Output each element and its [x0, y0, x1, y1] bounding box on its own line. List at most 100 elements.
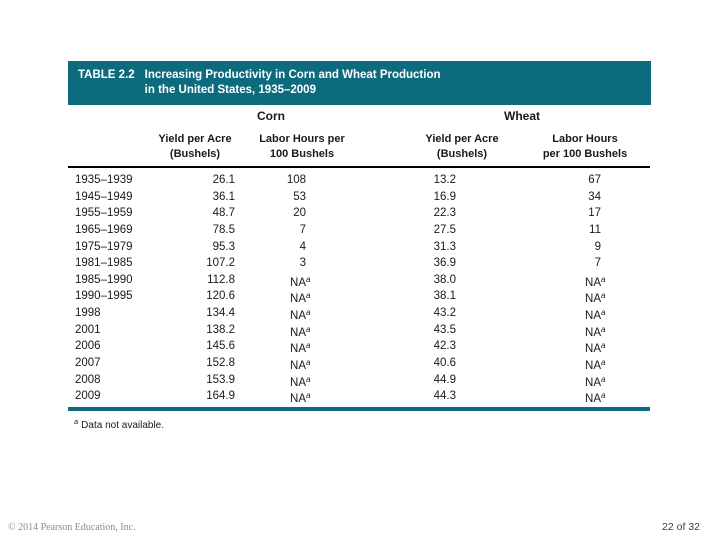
group-header-wheat: Wheat: [504, 109, 540, 123]
row-period: 1935–1939: [75, 174, 133, 186]
column-header-corn-yield: Yield per Acre (Bushels): [158, 132, 231, 162]
row-corn-yield: 145.6: [206, 340, 235, 353]
table-row: 1981–1985 107.2 3 36.9 7: [68, 255, 650, 272]
footnote-marker: a: [74, 417, 79, 426]
table-bottom-rule: [68, 407, 650, 411]
column-header-line: Labor Hours: [552, 133, 618, 145]
row-period: 2008: [75, 373, 101, 386]
row-corn-labor: 53: [293, 190, 306, 203]
column-header-wheat-labor: Labor Hours per 100 Bushels: [543, 132, 627, 162]
row-corn-labor: 20: [293, 207, 306, 220]
row-wheat-labor: 17: [588, 207, 601, 220]
row-wheat-yield: 31.3: [433, 240, 456, 253]
table-row: 2008 153.9 NAa 44.9 NAa: [68, 372, 650, 389]
row-period: 1975–1979: [75, 240, 133, 253]
row-wheat-yield: 42.3: [433, 340, 456, 353]
column-header-line: (Bushels): [169, 148, 221, 160]
table-row: 1935–1939 26.1 108 13.2 67: [68, 172, 650, 189]
row-corn-yield: 134.4: [206, 307, 235, 320]
row-period: 1965–1969: [75, 223, 133, 236]
row-wheat-yield: 36.9: [433, 257, 456, 270]
row-wheat-yield: 27.5: [433, 223, 456, 236]
row-wheat-labor: NAa: [585, 308, 606, 323]
table-row: 1945–1949 36.1 53 16.9 34: [68, 189, 650, 206]
row-period: 2006: [75, 340, 101, 353]
row-corn-labor: 108: [286, 174, 306, 186]
column-header-line: (Bushels): [436, 148, 488, 160]
row-period: 2001: [75, 323, 101, 336]
row-corn-yield: 48.7: [212, 207, 235, 220]
table-row: 1990–1995 120.6 NAa 38.1 NAa: [68, 288, 650, 305]
row-wheat-yield: 38.1: [433, 290, 456, 303]
row-corn-yield: 26.1: [212, 174, 235, 186]
row-wheat-yield: 44.9: [433, 373, 456, 386]
table-title-line1: Increasing Productivity in Corn and Whea…: [144, 69, 441, 81]
row-period: 1945–1949: [75, 190, 133, 203]
row-wheat-labor: NAa: [585, 391, 606, 406]
table-title-text: Increasing Productivity in Corn and Whea…: [145, 68, 441, 105]
row-wheat-labor: NAa: [585, 324, 606, 339]
row-wheat-yield: 13.2: [433, 174, 456, 186]
row-period: 1955–1959: [75, 207, 133, 220]
row-wheat-yield: 16.9: [433, 190, 456, 203]
row-wheat-labor: NAa: [585, 358, 606, 373]
row-wheat-labor: NAa: [585, 341, 606, 356]
row-wheat-yield: 43.2: [433, 307, 456, 320]
table-body: 1935–1939 26.1 108 13.2 67 1945–1949 36.1 53 16.…: [68, 172, 650, 405]
row-wheat-yield: 22.3: [433, 207, 456, 220]
row-period: 1981–1985: [75, 257, 133, 270]
row-corn-labor: 4: [299, 240, 306, 253]
row-wheat-labor: 9: [594, 240, 601, 253]
footnote-text: Data not available.: [81, 420, 165, 432]
row-corn-labor: 3: [299, 257, 306, 270]
table-row: 1975–1979 95.3 4 31.3 9: [68, 239, 650, 256]
table-title-bar: TABLE 2.2 Increasing Productivity in Cor…: [68, 61, 651, 105]
table-row: 2001 138.2 NAa 43.5 NAa: [68, 322, 650, 339]
column-header-line: per 100 Bushels: [542, 148, 628, 160]
row-wheat-labor: NAa: [585, 374, 606, 389]
row-wheat-yield: 38.0: [433, 273, 456, 286]
row-corn-yield: 138.2: [206, 323, 235, 336]
table-row: 2006 145.6 NAa 42.3 NAa: [68, 338, 650, 355]
row-wheat-labor: 67: [588, 174, 601, 186]
row-corn-labor: NAa: [290, 391, 311, 406]
row-wheat-yield: 40.6: [433, 357, 456, 370]
column-header-line: Yield per Acre: [425, 133, 499, 145]
row-wheat-labor: NAa: [585, 291, 606, 306]
row-period: 2007: [75, 357, 101, 370]
row-corn-yield: 120.6: [206, 290, 235, 303]
row-wheat-labor: 34: [588, 190, 601, 203]
row-period: 2009: [75, 390, 101, 403]
table-row: 1985–1990 112.8 NAa 38.0 NAa: [68, 272, 650, 289]
row-wheat-yield: 44.3: [433, 390, 456, 403]
page-number: 22 of 32: [662, 521, 700, 533]
column-header-line: Labor Hours per: [259, 133, 345, 145]
copyright-text: © 2014 Pearson Education, Inc.: [8, 522, 136, 533]
table-row: 1965–1969 78.5 7 27.5 11: [68, 222, 650, 239]
table-row: 2009 164.9 NAa 44.3 NAa: [68, 388, 650, 405]
row-corn-yield: 78.5: [212, 223, 235, 236]
row-corn-yield: 164.9: [206, 390, 235, 403]
column-header-corn-labor: Labor Hours per 100 Bushels: [259, 132, 345, 162]
table-number-label: TABLE 2.2: [78, 69, 135, 81]
row-wheat-labor: 11: [589, 223, 601, 236]
table-footnote: a Data not available.: [74, 417, 164, 431]
row-wheat-yield: 43.5: [433, 323, 456, 336]
group-header-corn: Corn: [257, 109, 285, 123]
row-corn-yield: 95.3: [212, 240, 235, 253]
table-title-line2: in the United States, 1935–2009: [144, 84, 316, 96]
row-corn-yield: 153.9: [206, 373, 235, 386]
column-header-wheat-yield: Yield per Acre (Bushels): [425, 132, 498, 162]
row-wheat-labor: NAa: [585, 274, 606, 289]
row-corn-yield: 36.1: [212, 190, 235, 203]
row-corn-yield: 112.8: [207, 273, 235, 286]
row-corn-yield: 107.2: [206, 257, 235, 270]
row-period: 1998: [75, 307, 101, 320]
row-wheat-labor: 7: [594, 257, 601, 270]
header-divider-rule: [68, 166, 650, 168]
row-corn-labor: 7: [299, 223, 306, 236]
table-row: 1998 134.4 NAa 43.2 NAa: [68, 305, 650, 322]
column-header-line: 100 Bushels: [269, 148, 335, 160]
table-row: 1955–1959 48.7 20 22.3 17: [68, 205, 650, 222]
